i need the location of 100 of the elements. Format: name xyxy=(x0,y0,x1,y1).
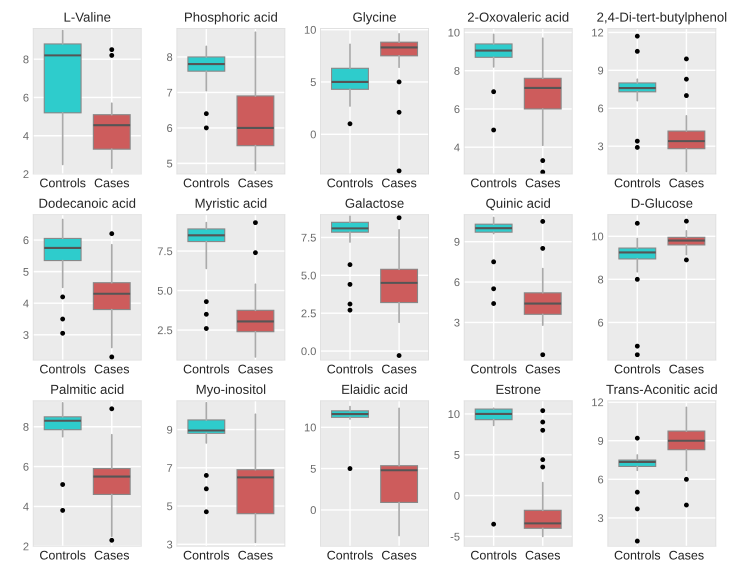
chart-title: Quinic acid xyxy=(486,198,550,210)
x-tick-label: Controls xyxy=(327,178,373,188)
y-tick-label: 5 xyxy=(166,502,172,510)
y-tick-label: 6 xyxy=(454,105,460,114)
y-tick-label: 6 xyxy=(23,94,29,102)
y-tick-label: 10 xyxy=(304,424,316,432)
chart-title: D-Glucose xyxy=(632,198,692,208)
y-tick-label: 10 xyxy=(304,26,316,34)
y-tick-label: -5 xyxy=(450,532,460,541)
chart-title: Palmitic acid xyxy=(51,384,124,394)
y-tick-label: 7.5 xyxy=(301,234,316,242)
y-tick-label: 5 xyxy=(454,451,460,459)
y-tick-label: 5 xyxy=(310,464,316,473)
x-tick-label: Controls xyxy=(614,550,660,560)
y-tick-label: 9 xyxy=(167,426,172,434)
y-tick-label: 7.5 xyxy=(158,247,172,256)
y-tick-label: 2.5 xyxy=(301,309,316,318)
y-tick-label: 8 xyxy=(598,276,604,284)
y-tick-label: 0 xyxy=(454,492,460,500)
y-tick-label: 4 xyxy=(454,144,460,152)
y-tick-label: 9 xyxy=(598,66,604,74)
chart-title: Galactose xyxy=(345,198,404,208)
y-tick-label: 3 xyxy=(454,318,460,327)
y-tick-label: 6 xyxy=(598,104,604,112)
chart-title: Dodecanoic acid xyxy=(40,198,136,208)
x-tick-label: Cases xyxy=(526,178,560,188)
chart-title: Myo-inositol xyxy=(196,384,266,397)
y-tick-label: 8 xyxy=(167,53,172,62)
y-tick-label: 6 xyxy=(167,124,172,132)
y-tick-label: 2 xyxy=(23,542,28,550)
y-tick-label: 10 xyxy=(448,410,460,418)
x-tick-label: Cases xyxy=(238,364,273,374)
x-tick-label: Cases xyxy=(238,550,273,560)
chart-title: Trans-Aconitic acid xyxy=(606,384,717,394)
x-tick-label: Controls xyxy=(40,550,86,560)
y-tick-label: 4 xyxy=(23,502,29,510)
y-tick-label: 5 xyxy=(23,268,29,276)
y-tick-label: 6 xyxy=(598,476,604,484)
y-tick-label: 2.5 xyxy=(158,326,172,334)
y-tick-label: 9 xyxy=(598,437,604,445)
y-tick-label: 7 xyxy=(167,464,172,472)
chart-title: Phosphoric acid xyxy=(185,12,277,24)
chart-title: Estrone xyxy=(496,384,540,394)
x-tick-label: Controls xyxy=(40,364,86,374)
y-tick-label: 0 xyxy=(310,130,316,138)
x-tick-label: Cases xyxy=(382,364,416,374)
y-tick-label: 6 xyxy=(598,318,604,327)
y-tick-label: 10 xyxy=(592,232,604,240)
chart-title: 2-Oxovaleric acid xyxy=(468,12,568,22)
x-tick-label: Controls xyxy=(184,550,230,560)
x-tick-label: Controls xyxy=(327,364,373,374)
y-tick-label: 12 xyxy=(592,398,604,406)
chart-title: Myristic acid xyxy=(196,198,266,211)
y-tick-label: 5 xyxy=(310,78,316,86)
y-tick-label: 6 xyxy=(23,236,29,244)
y-tick-label: 7 xyxy=(167,88,172,96)
y-tick-label: 10 xyxy=(448,28,460,37)
x-tick-label: Cases xyxy=(94,364,130,374)
x-tick-label: Cases xyxy=(669,550,704,560)
y-tick-label: 3 xyxy=(598,142,604,150)
x-tick-label: Controls xyxy=(40,178,86,188)
y-tick-label: 5.0 xyxy=(301,272,316,280)
x-tick-label: Controls xyxy=(471,178,516,188)
y-tick-label: 3 xyxy=(166,540,172,548)
y-tick-label: 8 xyxy=(23,55,29,64)
y-tick-label: 6 xyxy=(23,462,29,471)
y-tick-label: 6 xyxy=(454,278,460,286)
y-tick-label: 8 xyxy=(23,423,29,431)
y-tick-label: 0 xyxy=(310,506,316,514)
x-tick-label: Cases xyxy=(94,178,130,188)
x-tick-label: Controls xyxy=(184,364,230,374)
x-tick-label: Controls xyxy=(614,178,660,188)
x-tick-label: Cases xyxy=(669,178,704,188)
x-tick-label: Cases xyxy=(382,550,416,560)
y-tick-label: 3 xyxy=(23,331,29,339)
x-tick-label: Controls xyxy=(327,550,373,560)
y-tick-label: 5.0 xyxy=(158,286,172,295)
x-tick-label: Cases xyxy=(94,550,130,560)
x-tick-label: Controls xyxy=(471,550,516,560)
y-tick-label: 9 xyxy=(454,238,460,246)
x-tick-label: Controls xyxy=(184,178,230,188)
y-tick-label: 8 xyxy=(454,66,460,75)
x-tick-label: Cases xyxy=(526,364,560,374)
y-tick-label: 5 xyxy=(166,160,172,168)
y-tick-label: 3 xyxy=(598,514,604,522)
chart-title: L-Valine xyxy=(64,12,110,22)
x-tick-label: Controls xyxy=(471,364,516,374)
y-tick-label: 2 xyxy=(23,170,28,178)
y-tick-label: 4 xyxy=(23,300,29,308)
y-tick-label: 4 xyxy=(23,132,29,140)
x-tick-label: Cases xyxy=(238,178,273,188)
x-tick-label: Cases xyxy=(526,550,560,560)
x-tick-label: Cases xyxy=(669,364,704,374)
x-tick-label: Cases xyxy=(382,178,416,188)
chart-title: Glycine xyxy=(353,12,396,24)
y-tick-label: 12 xyxy=(592,28,604,36)
x-tick-label: Controls xyxy=(614,364,660,374)
y-tick-label: 0.0 xyxy=(301,347,316,356)
chart-title: Elaidic acid xyxy=(342,384,408,394)
chart-title: 2,4-Di-tert-butylphenol xyxy=(597,12,726,24)
